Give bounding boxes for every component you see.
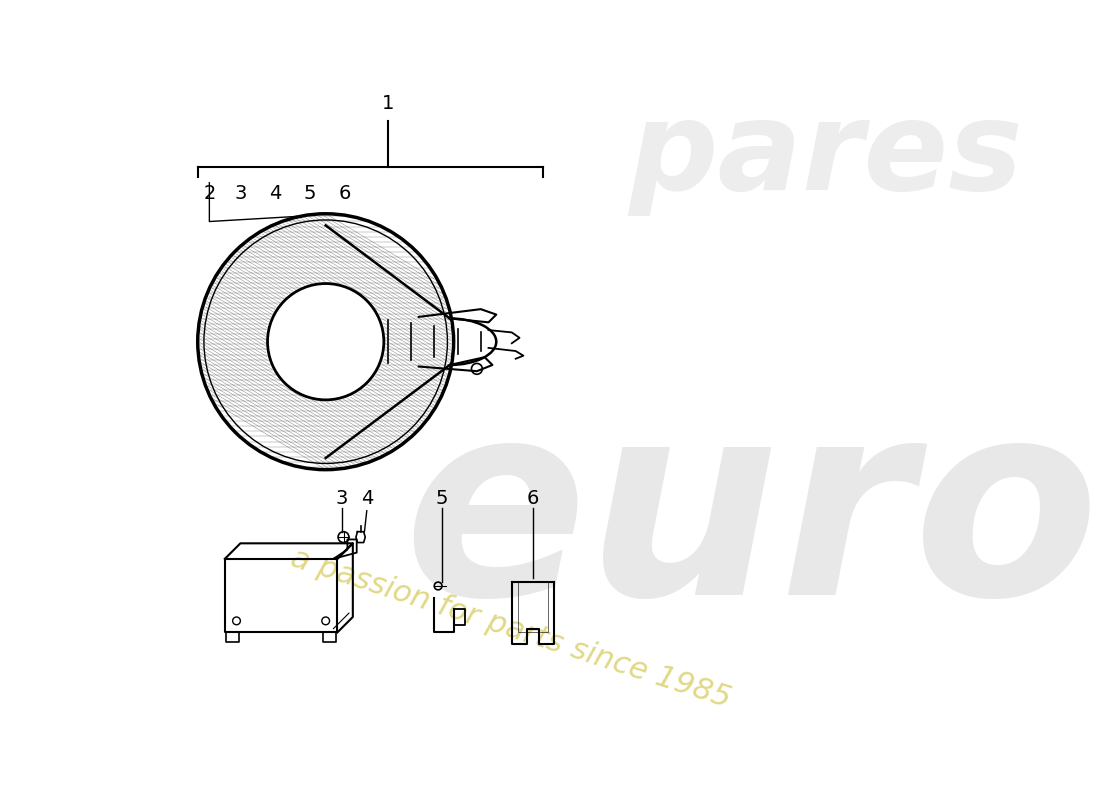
Text: a passion for parts since 1985: a passion for parts since 1985 — [287, 544, 735, 714]
Text: 6: 6 — [339, 184, 351, 203]
Text: 1: 1 — [382, 94, 394, 113]
Text: 5: 5 — [436, 490, 448, 509]
Text: 3: 3 — [234, 184, 246, 203]
Text: pares: pares — [628, 95, 1023, 216]
Text: 5: 5 — [304, 184, 317, 203]
Text: 6: 6 — [527, 490, 539, 509]
Text: 3: 3 — [336, 490, 349, 509]
Text: 4: 4 — [361, 490, 373, 509]
Text: 4: 4 — [270, 184, 282, 203]
Text: 2: 2 — [204, 184, 216, 203]
Text: euro: euro — [404, 389, 1100, 651]
